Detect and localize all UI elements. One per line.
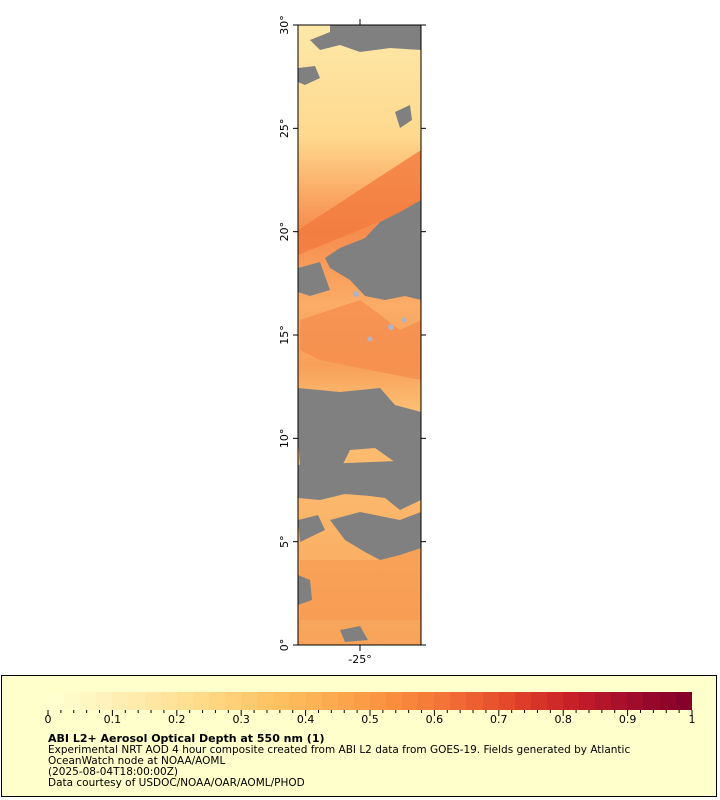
- colorbar-segment: [546, 692, 563, 710]
- legend-timestamp: (2025-08-04T18:00:00Z): [48, 766, 178, 778]
- colorbar-segment: [128, 692, 145, 710]
- colorbar-segment: [144, 692, 161, 710]
- lat-label: 0°: [278, 639, 291, 652]
- colorbar-segment: [482, 692, 499, 710]
- colorbar-segment: [337, 692, 354, 710]
- colorbar-segment: [369, 692, 386, 710]
- legend-panel: 0 0.1 0.2 0.3 0.4 0.5 0.6 0.7 0.8 0.9 1 ABI L2+ Ae…: [1, 675, 717, 797]
- colorbar-segment: [418, 692, 435, 710]
- lat-label: 25°: [278, 119, 291, 139]
- colorbar-segment: [514, 692, 531, 710]
- legend-description: Experimental NRT AOD 4 hour composite cr…: [48, 744, 631, 756]
- colorbar-tick-label: 0.4: [296, 713, 315, 726]
- colorbar-segment: [112, 692, 129, 710]
- colorbar-tick-label: 0.3: [232, 713, 250, 726]
- colorbar-segment: [434, 692, 451, 710]
- colorbar-segment: [273, 692, 290, 710]
- colorbar-segment: [530, 692, 547, 710]
- colorbar-ticks: [47, 710, 693, 716]
- colorbar-tick-label: 0.1: [103, 713, 122, 726]
- lon-label: -25°: [348, 653, 371, 666]
- colorbar-segment: [64, 692, 81, 710]
- aod-map: 30° 25° 20° 15° 10° 5° 0° -25°: [278, 15, 426, 666]
- colorbar-segment: [579, 692, 596, 710]
- colorbar-segment: [402, 692, 419, 710]
- colorbar-tick-label: 0.5: [361, 713, 379, 726]
- colorbar-segment: [466, 692, 483, 710]
- lat-label: 10°: [278, 429, 291, 449]
- colorbar-tick-label: 0.8: [554, 713, 572, 726]
- colorbar-segment: [225, 692, 242, 710]
- legend-credit: Data courtesy of USDOC/NOAA/OAR/AOML/PHO…: [48, 777, 305, 789]
- no-data-regions: [298, 25, 421, 642]
- colorbar-segment: [675, 692, 692, 710]
- colorbar-tick-label: 1: [688, 713, 696, 726]
- high-aod-patch: [300, 300, 421, 380]
- colorbar-segment: [96, 692, 113, 710]
- lat-label: 20°: [278, 222, 291, 242]
- colorbar-segment: [192, 692, 209, 710]
- colorbar-segment: [289, 692, 306, 710]
- colorbar-tick-label: 0: [44, 713, 52, 726]
- lat-label: 15°: [278, 325, 291, 345]
- colorbar-segment: [176, 692, 193, 710]
- colorbar-segment: [48, 692, 65, 710]
- colorbar-segment: [450, 692, 467, 710]
- latitude-axis: 30° 25° 20° 15° 10° 5° 0°: [278, 15, 426, 651]
- colorbar-segment: [353, 692, 370, 710]
- colorbar-segment: [160, 692, 177, 710]
- legend-title: ABI L2+ Aerosol Optical Depth at 550 nm …: [48, 732, 325, 745]
- colorbar-segment: [498, 692, 515, 710]
- map-frame: [298, 25, 421, 645]
- colorbar-segment: [305, 692, 322, 710]
- colorbar-tick-label: 0.9: [618, 713, 637, 726]
- high-aod-band: [298, 150, 421, 255]
- longitude-axis: -25°: [348, 19, 372, 666]
- colorbar-segment: [208, 692, 226, 710]
- map-area: 30° 25° 20° 15° 10° 5° 0° -25°: [278, 15, 426, 666]
- colorbar-segment: [563, 692, 580, 710]
- legend-description-cont: OceanWatch node at NOAA/AOML: [48, 755, 226, 767]
- lat-label: 5°: [278, 535, 291, 548]
- high-aod-patch-south: [300, 545, 421, 620]
- colorbar: [48, 692, 692, 710]
- colorbar-segment: [611, 692, 628, 710]
- colorbar-tick-label: 0.7: [490, 713, 508, 726]
- colorbar-segment: [321, 692, 338, 710]
- colorbar-tick-label: 0.6: [425, 713, 444, 726]
- colorbar-segment: [257, 692, 274, 710]
- colorbar-segment: [595, 692, 612, 710]
- lat-label: 30°: [278, 15, 291, 35]
- colorbar-segment: [643, 692, 660, 710]
- colorbar-segment: [80, 692, 97, 710]
- colorbar-segment: [241, 692, 258, 710]
- colorbar-segment: [659, 692, 676, 710]
- colorbar-segment: [385, 692, 403, 710]
- colorbar-segment: [627, 692, 644, 710]
- colorbar-tick-label: 0.2: [168, 713, 186, 726]
- land-islands: [353, 291, 407, 342]
